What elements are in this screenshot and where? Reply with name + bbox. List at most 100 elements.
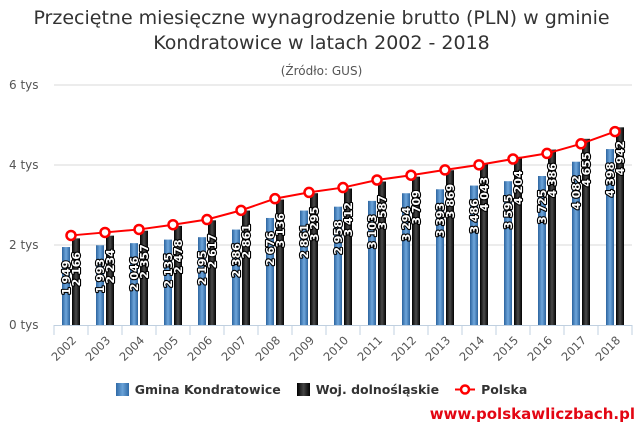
y-tick-label: 4 tys — [9, 158, 39, 172]
bar-gmina[interactable] — [198, 237, 206, 325]
bar-wojewodztwo[interactable] — [106, 235, 114, 325]
bar-wojewodztwo[interactable] — [310, 193, 318, 325]
bar-gmina[interactable] — [572, 161, 580, 325]
bar-wojewodztwo[interactable] — [514, 156, 522, 325]
chart-title-line2: Kondratowice w latach 2002 - 2018 — [153, 32, 490, 54]
line-marker-polska[interactable] — [269, 192, 281, 205]
legend-label: Woj. dolnośląskie — [315, 382, 440, 397]
line-marker-polska[interactable] — [473, 159, 485, 171]
bar-gmina[interactable] — [62, 247, 70, 325]
bar-gmina[interactable] — [300, 210, 308, 325]
bar-gmina[interactable] — [164, 239, 172, 325]
bar-value-label: 1 993 — [94, 259, 107, 293]
bar-value-label: 4 398 — [604, 163, 617, 197]
line-marker-polska[interactable] — [575, 138, 587, 150]
bar-wojewodztwo[interactable] — [242, 210, 250, 325]
x-tick-label: 2007 — [219, 333, 250, 364]
line-marker-polska[interactable] — [133, 223, 145, 236]
line-marker-polska[interactable] — [337, 181, 349, 194]
x-tick-label: 2011 — [355, 333, 386, 364]
chart-legend: Gmina Kondratowice Woj. dolnośląskie Pol… — [0, 382, 643, 397]
bar-value-label: 2 357 — [138, 244, 151, 278]
bar-gmina[interactable] — [470, 185, 478, 325]
bar-value-label: 2 676 — [264, 231, 277, 266]
legend-item-wojewodztwo[interactable]: Woj. dolnośląskie — [296, 382, 440, 397]
y-tick-label: 0 tys — [9, 318, 39, 332]
bar-wojewodztwo[interactable] — [344, 188, 352, 325]
bar-value-label: 2 617 — [206, 234, 219, 268]
bar-value-label: 2 135 — [162, 253, 175, 287]
bar-gmina[interactable] — [96, 245, 104, 325]
bar-value-label: 3 595 — [502, 195, 515, 229]
watermark-link[interactable]: www.polskawliczbach.pl — [429, 405, 635, 423]
x-tick-label: 2014 — [457, 333, 488, 364]
legend-item-gmina[interactable]: Gmina Kondratowice — [115, 382, 281, 397]
bar-value-label: 4 386 — [546, 163, 559, 198]
bar-wojewodztwo[interactable] — [548, 149, 556, 325]
bar-value-label: 3 136 — [274, 213, 287, 248]
bar-gmina[interactable] — [266, 217, 274, 325]
x-tick-label: 2013 — [423, 333, 454, 364]
bar-wojewodztwo[interactable] — [412, 176, 420, 325]
bar-value-label: 2 861 — [298, 224, 311, 258]
line-marker-polska[interactable] — [99, 226, 111, 239]
bar-gmina[interactable] — [436, 189, 444, 325]
bar-wojewodztwo[interactable] — [378, 181, 386, 325]
bar-wojewodztwo[interactable] — [276, 199, 284, 325]
bar-value-label: 2 195 — [196, 251, 209, 285]
bar-gmina[interactable] — [606, 149, 614, 325]
bar-wojewodztwo[interactable] — [208, 220, 216, 325]
bar-value-label: 3 725 — [536, 190, 549, 224]
line-marker-polska[interactable] — [541, 147, 553, 160]
bar-value-label: 3 294 — [400, 206, 413, 241]
bar-value-label: 3 587 — [376, 195, 389, 229]
bar-gmina[interactable] — [538, 176, 546, 325]
line-marker-polska[interactable] — [609, 125, 621, 138]
bar-wojewodztwo[interactable] — [480, 163, 488, 325]
bar-wojewodztwo[interactable] — [582, 138, 590, 325]
bar-wojewodztwo[interactable] — [616, 127, 624, 325]
bar-gmina[interactable] — [130, 243, 138, 325]
x-tick-label: 2017 — [559, 333, 590, 364]
line-marker-polska[interactable] — [507, 153, 519, 165]
bar-value-label: 3 103 — [366, 214, 379, 248]
line-marker-polska[interactable] — [405, 169, 417, 181]
legend-label: Gmina Kondratowice — [134, 382, 281, 397]
chart-title-line1: Przeciętne miesięczne wynagrodzenie brut… — [33, 7, 610, 29]
bar-wojewodztwo[interactable] — [140, 230, 148, 325]
legend-swatch-black — [296, 383, 310, 396]
chart-subtitle: (Źródło: GUS) — [280, 64, 363, 78]
bar-wojewodztwo[interactable] — [174, 225, 182, 325]
legend-line-marker-icon — [455, 384, 476, 395]
bar-value-label: 2 478 — [172, 239, 185, 273]
bar-value-label: 4 082 — [570, 175, 583, 209]
bar-value-label: 3 295 — [308, 207, 321, 241]
bar-wojewodztwo[interactable] — [72, 238, 80, 325]
x-tick-label: 2005 — [151, 333, 182, 364]
bar-value-label: 3 869 — [444, 184, 457, 218]
line-marker-polska[interactable] — [303, 186, 315, 199]
bar-value-label: 2 386 — [230, 243, 243, 278]
line-marker-polska[interactable] — [65, 229, 77, 242]
bar-value-label: 4 942 — [614, 141, 627, 175]
bar-value-label: 2 166 — [70, 252, 83, 287]
bar-gmina[interactable] — [368, 200, 376, 325]
bar-value-label: 4 043 — [478, 177, 491, 211]
bar-gmina[interactable] — [334, 206, 342, 325]
y-tick-label: 6 tys — [9, 78, 39, 92]
line-marker-polska[interactable] — [371, 174, 383, 186]
legend-item-polska[interactable]: Polska — [455, 382, 527, 397]
line-marker-polska[interactable] — [439, 164, 451, 176]
bar-gmina[interactable] — [504, 181, 512, 325]
bar-wojewodztwo[interactable] — [446, 170, 454, 325]
line-marker-polska[interactable] — [201, 213, 213, 226]
line-marker-polska[interactable] — [235, 204, 247, 217]
bar-gmina[interactable] — [402, 193, 410, 325]
bar-value-label: 4 655 — [580, 152, 593, 186]
x-tick-label: 2004 — [117, 333, 148, 364]
x-tick-label: 2010 — [321, 333, 352, 364]
line-marker-polska[interactable] — [167, 218, 179, 231]
bar-value-label: 3 393 — [434, 203, 447, 237]
x-tick-label: 2008 — [253, 333, 284, 364]
bar-gmina[interactable] — [232, 229, 240, 325]
